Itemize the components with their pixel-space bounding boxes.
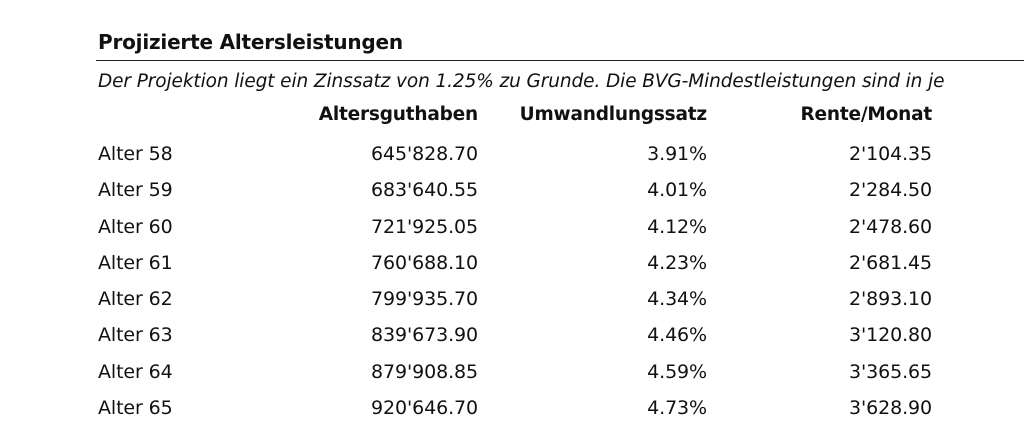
umwandlungssatz-value: 3.91%	[647, 143, 707, 165]
row-label: Alter 62	[98, 288, 173, 311]
row-label: Alter 65	[98, 397, 173, 420]
header-rente-monat: Rente/Monat	[800, 104, 932, 125]
altersguthaben-value: 799'935.70	[371, 288, 478, 311]
rente-monat-value: 3'120.80	[849, 324, 932, 347]
altersguthaben-value: 879'908.85	[371, 360, 478, 383]
row-label: Alter 58	[98, 143, 173, 165]
table-row: Alter 64 879'908.85 4.59% 3'365.65	[0, 357, 1024, 393]
rente-monat-value: 2'893.10	[849, 288, 932, 311]
umwandlungssatz-value: 4.59%	[647, 360, 707, 383]
row-label: Alter 59	[98, 179, 173, 202]
rente-monat-value: 2'478.60	[849, 215, 932, 238]
table-row: Alter 65 920'646.70 4.73% 3'628.90	[0, 393, 1024, 429]
table-row: Alter 60 721'925.05 4.12% 2'478.60	[0, 212, 1024, 248]
table-row: Alter 61 760'688.10 4.23% 2'681.45	[0, 248, 1024, 284]
altersguthaben-value: 645'828.70	[371, 143, 478, 165]
rente-monat-value: 2'681.45	[849, 251, 932, 274]
altersguthaben-value: 839'673.90	[371, 324, 478, 347]
umwandlungssatz-value: 4.12%	[647, 215, 707, 238]
table-row: Alter 63 839'673.90 4.46% 3'120.80	[0, 320, 1024, 356]
altersguthaben-value: 683'640.55	[371, 179, 478, 202]
rente-monat-value: 3'628.90	[849, 397, 932, 420]
umwandlungssatz-value: 4.46%	[647, 324, 707, 347]
header-umwandlungssatz: Umwandlungssatz	[519, 104, 708, 125]
umwandlungssatz-value: 4.23%	[647, 251, 707, 274]
umwandlungssatz-value: 4.73%	[647, 397, 707, 420]
row-label: Alter 60	[98, 215, 173, 238]
row-label: Alter 61	[98, 251, 173, 274]
header-altersguthaben: Altersguthaben	[318, 104, 478, 125]
altersguthaben-value: 920'646.70	[371, 397, 478, 420]
altersguthaben-value: 760'688.10	[371, 251, 478, 274]
rente-monat-value: 2'284.50	[849, 179, 932, 202]
projection-table: Alter 58 645'828.70 3.91% 2'104.35 Alter…	[0, 139, 1024, 429]
rente-monat-value: 2'104.35	[849, 143, 932, 165]
table-row: Alter 58 645'828.70 3.91% 2'104.35	[0, 139, 1024, 175]
umwandlungssatz-value: 4.01%	[647, 179, 707, 202]
rente-monat-value: 3'365.65	[849, 360, 932, 383]
table-row: Alter 59 683'640.55 4.01% 2'284.50	[0, 175, 1024, 211]
altersguthaben-value: 721'925.05	[371, 215, 478, 238]
projection-note: Der Projektion liegt ein Zinssatz von 1.…	[98, 71, 945, 92]
row-label: Alter 64	[98, 360, 173, 383]
row-label: Alter 63	[98, 324, 173, 347]
umwandlungssatz-value: 4.34%	[647, 288, 707, 311]
title-underline	[96, 60, 1024, 61]
table-row: Alter 62 799'935.70 4.34% 2'893.10	[0, 284, 1024, 320]
section-title: Projizierte Altersleistungen	[98, 30, 403, 54]
